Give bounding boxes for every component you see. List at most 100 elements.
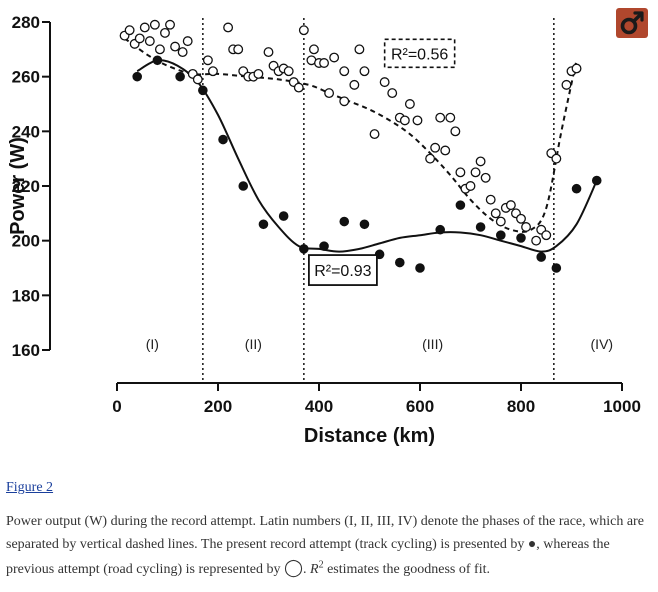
previous-attempt-point bbox=[339, 96, 350, 107]
present-attempt-point bbox=[359, 219, 370, 230]
previous-attempt-point bbox=[192, 74, 203, 85]
previous-attempt-point bbox=[490, 208, 501, 219]
present-attempt-point bbox=[218, 134, 228, 145]
y-tick-label-240: 240 bbox=[12, 122, 40, 141]
previous-attempt-point bbox=[253, 68, 264, 79]
previous-attempt-point bbox=[339, 66, 350, 77]
y-tick-label-280: 280 bbox=[12, 13, 40, 32]
previous-attempt-point bbox=[379, 77, 390, 88]
present-attempt-point bbox=[278, 211, 289, 221]
present-attempt-point bbox=[415, 263, 425, 273]
previous-attempt-point bbox=[349, 79, 360, 90]
previous-attempt-point bbox=[516, 213, 526, 224]
caption-r-sup: 2 bbox=[318, 559, 324, 571]
previous-attempt-point bbox=[470, 167, 481, 178]
present-attempt-point bbox=[198, 85, 208, 96]
previous-attempt-point bbox=[324, 88, 335, 99]
y-axis-label: Power (W) bbox=[7, 137, 29, 235]
present-attempt-point bbox=[319, 241, 329, 251]
previous-attempt-point bbox=[154, 44, 165, 55]
previous-attempt-point bbox=[475, 156, 486, 167]
present-attempt-point bbox=[455, 200, 466, 210]
previous-attempt-point bbox=[505, 200, 516, 211]
present-attempt-point bbox=[475, 222, 486, 232]
present-attempt-point bbox=[536, 252, 547, 262]
previous-attempt-point bbox=[170, 41, 181, 52]
x-tick-label-600: 600 bbox=[406, 397, 434, 416]
present-attempt-fit-line bbox=[136, 59, 598, 253]
previous-attempt-point bbox=[445, 112, 456, 123]
caption-r-letter: R bbox=[310, 562, 319, 577]
x-tick-label-200: 200 bbox=[204, 397, 232, 416]
previous-attempt-point bbox=[571, 63, 582, 74]
previous-attempt-point bbox=[399, 115, 410, 126]
previous-attempt-point bbox=[485, 194, 496, 205]
previous-attempt-point bbox=[354, 44, 365, 55]
power-distance-chart: 160 180 200 220 240 260 280 Power (W) 0 200 400 600… bbox=[7, 13, 641, 447]
x-axis-label: Distance (km) bbox=[304, 425, 435, 447]
previous-attempt-point bbox=[440, 145, 451, 156]
previous-attempt-point bbox=[202, 55, 213, 66]
previous-attempt-point bbox=[329, 52, 340, 63]
present-attempt-point bbox=[238, 181, 249, 191]
logo-badge[interactable] bbox=[616, 8, 648, 38]
y-tick-label-180: 180 bbox=[12, 286, 40, 305]
previous-attempt-point bbox=[283, 66, 294, 77]
present-attempt-point bbox=[175, 71, 185, 82]
figure-caption: Figure 2 Power output (W) during the rec… bbox=[6, 478, 654, 581]
present-attempt-point bbox=[435, 224, 446, 235]
open-circle-icon: ◯ bbox=[283, 558, 303, 577]
previous-attempt-point bbox=[309, 44, 319, 55]
previous-attempt-point bbox=[359, 66, 370, 77]
x-tick-label-400: 400 bbox=[305, 397, 333, 416]
x-tick-label-0: 0 bbox=[112, 397, 121, 416]
previous-attempt-point bbox=[207, 66, 218, 77]
caption-part-2: , whereas the previous attempt (road cyc… bbox=[6, 537, 610, 577]
previous-attempt-point bbox=[521, 222, 532, 232]
x-tick-label-1000: 1000 bbox=[603, 397, 641, 416]
previous-attempt-point bbox=[139, 22, 150, 33]
present-attempt-point bbox=[571, 183, 582, 194]
previous-attempt-point bbox=[465, 181, 476, 191]
phase-label-4: (IV) bbox=[591, 336, 614, 352]
previous-attempt-point bbox=[425, 153, 436, 164]
previous-attempt-point bbox=[404, 99, 415, 109]
previous-attempt-point bbox=[430, 142, 441, 153]
previous-attempt-point bbox=[435, 112, 446, 123]
previous-attempt-point bbox=[233, 44, 244, 55]
r2-previous-box bbox=[383, 38, 456, 69]
caption-text: Power output (W) during the record attem… bbox=[6, 510, 654, 581]
present-attempt-point bbox=[299, 244, 309, 254]
previous-attempt-point bbox=[293, 82, 304, 93]
present-attempt-point bbox=[496, 230, 506, 240]
previous-attempt-point bbox=[223, 22, 234, 33]
y-tick-label-200: 200 bbox=[12, 232, 40, 251]
previous-attempt-point bbox=[177, 47, 188, 58]
previous-attempt-point bbox=[561, 79, 572, 90]
male-symbol-icon bbox=[620, 11, 644, 35]
caption-part-4: estimates the goodness of fit. bbox=[323, 562, 490, 577]
phase-label-2: (II) bbox=[245, 336, 262, 352]
previous-attempt-point bbox=[551, 153, 562, 164]
previous-attempt-point bbox=[531, 235, 542, 246]
present-attempt-point bbox=[152, 55, 163, 66]
previous-attempt-point bbox=[387, 88, 398, 99]
previous-attempt-point bbox=[298, 25, 309, 36]
previous-attempt-point bbox=[149, 19, 160, 30]
previous-attempt-point bbox=[263, 47, 274, 58]
present-attempt-point bbox=[395, 257, 405, 268]
previous-attempt-point bbox=[412, 115, 423, 126]
previous-attempt-point bbox=[144, 36, 155, 47]
y-tick-label-220: 220 bbox=[12, 177, 40, 196]
present-attempt-point bbox=[551, 263, 562, 273]
previous-attempt-point bbox=[160, 27, 170, 38]
previous-attempt-point bbox=[541, 230, 552, 241]
previous-attempt-point bbox=[369, 129, 380, 140]
caption-part-3: . bbox=[303, 562, 310, 577]
figure-link[interactable]: Figure 2 bbox=[6, 480, 54, 495]
r2-present-label: R²=0.93 bbox=[314, 263, 371, 280]
r2-previous-label: R²=0.56 bbox=[391, 46, 448, 63]
previous-attempt-point bbox=[165, 19, 175, 30]
y-tick-label-260: 260 bbox=[12, 68, 40, 87]
previous-attempt-point bbox=[182, 36, 193, 47]
